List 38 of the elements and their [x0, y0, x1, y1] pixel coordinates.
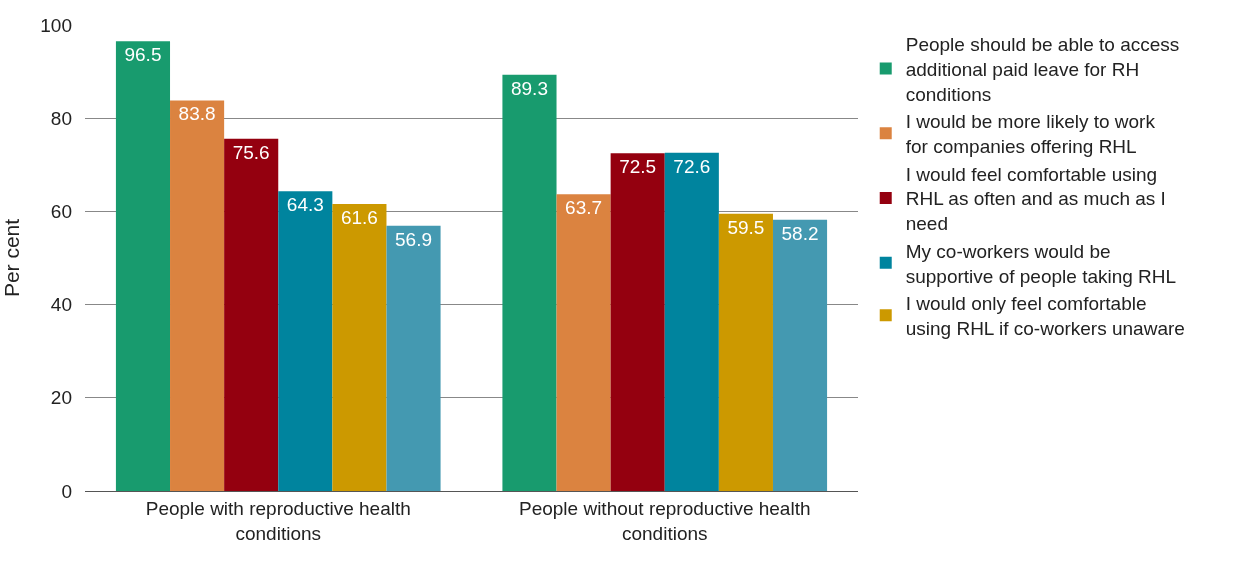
data-label: 83.8: [178, 103, 216, 125]
data-label: 59.5: [727, 216, 765, 238]
x-tick-label: People with reproductive health conditions: [145, 497, 411, 544]
bar: [556, 194, 611, 491]
legend-label: I would feel comfortable using RHL as often and as much as I need: [905, 163, 1166, 235]
data-label: 89.3: [510, 77, 548, 99]
bar: [718, 213, 773, 491]
legend-label: My co-workers would be supportive of people taking RHL: [905, 240, 1177, 287]
bar: [224, 138, 279, 491]
data-label: 72.6: [673, 155, 711, 177]
legend-label: People should be able to access additional paid leave for RH conditions: [905, 34, 1180, 105]
bar: [278, 191, 333, 491]
y-tick-label: 60: [50, 201, 72, 223]
bar: [170, 100, 225, 491]
bar: [610, 153, 665, 491]
bar: [664, 152, 719, 491]
bar: [502, 74, 557, 491]
bar: [115, 41, 171, 491]
data-label: 56.9: [395, 228, 433, 250]
legend-label: I would only feel comfortable using RHL if co-workers unaware: [905, 293, 1185, 339]
data-label: 64.3: [286, 194, 324, 216]
data-label: 61.6: [340, 206, 378, 228]
y-tick-label: 100: [40, 14, 72, 36]
y-axis-title: Per cent: [0, 218, 23, 298]
data-label: 75.6: [232, 141, 270, 163]
data-label: 63.7: [565, 197, 603, 219]
bar: [386, 225, 441, 491]
legend-label: I would be more likely to work for companies offering RHL: [905, 111, 1156, 158]
bar: [332, 203, 387, 491]
bar: [772, 219, 828, 491]
data-label: 72.5: [619, 156, 657, 178]
y-tick-label: 20: [50, 387, 72, 409]
y-tick-label: 80: [50, 107, 72, 129]
data-label: 58.2: [781, 222, 819, 244]
data-label: 96.5: [124, 44, 162, 66]
y-tick-label: 40: [50, 294, 72, 316]
x-tick-label: People without reproductive health conditions: [518, 497, 811, 544]
y-tick-label: 0: [61, 480, 72, 502]
